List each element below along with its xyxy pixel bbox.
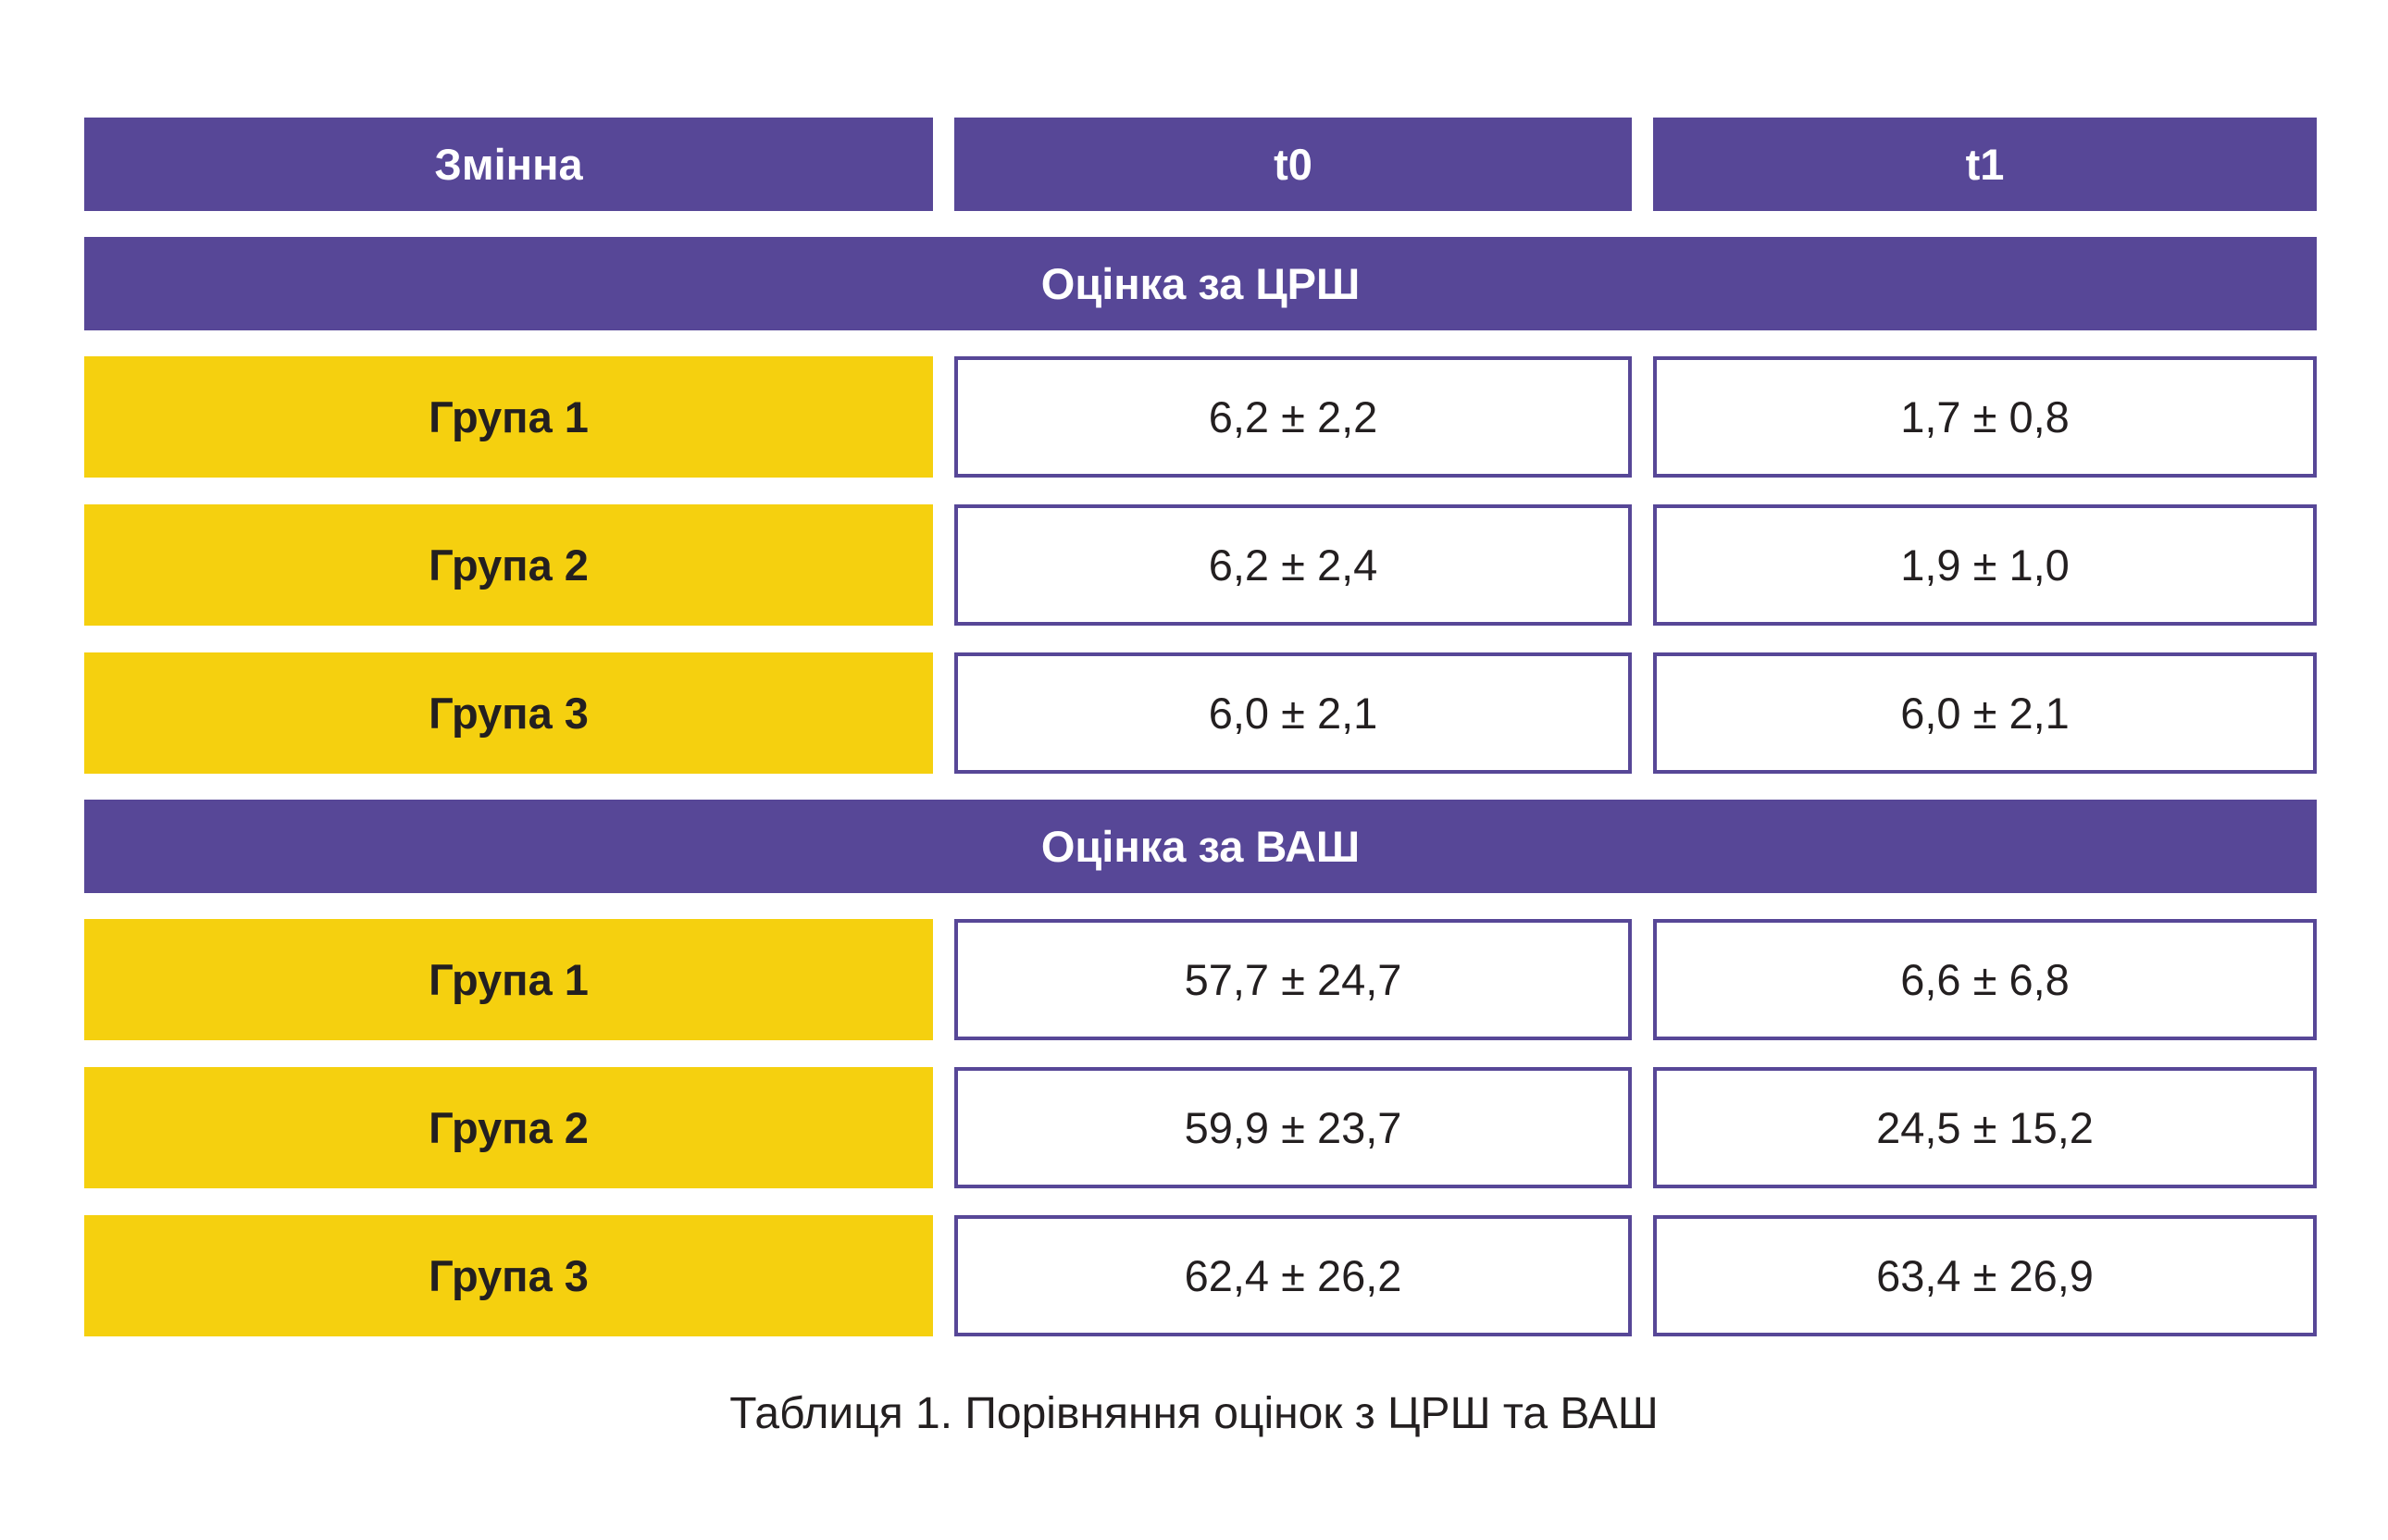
table-row: Група 3 6,0 ± 2,1 6,0 ± 2,1	[84, 652, 2317, 774]
section-header: Оцінка за ВАШ	[84, 800, 2317, 893]
header-variable: Змінна	[84, 118, 933, 211]
value-t0: 57,7 ± 24,7	[954, 919, 1632, 1040]
table-row: Група 1 6,2 ± 2,2 1,7 ± 0,8	[84, 356, 2317, 478]
value-t1: 24,5 ± 15,2	[1653, 1067, 2317, 1188]
group-label: Група 1	[84, 356, 933, 478]
value-t1: 6,0 ± 2,1	[1653, 652, 2317, 774]
header-t0: t0	[954, 118, 1632, 211]
group-label: Група 2	[84, 504, 933, 626]
value-t0: 6,0 ± 2,1	[954, 652, 1632, 774]
value-t1: 6,6 ± 6,8	[1653, 919, 2317, 1040]
value-t0: 6,2 ± 2,2	[954, 356, 1632, 478]
value-t1: 1,7 ± 0,8	[1653, 356, 2317, 478]
value-t1: 63,4 ± 26,9	[1653, 1215, 2317, 1336]
section-header: Оцінка за ЦРШ	[84, 237, 2317, 330]
table-caption: Таблиця 1. Порівняння оцінок з ЦРШ та ВА…	[729, 1389, 1659, 1438]
value-t0: 62,4 ± 26,2	[954, 1215, 1632, 1336]
value-t0: 59,9 ± 23,7	[954, 1067, 1632, 1188]
value-t1: 1,9 ± 1,0	[1653, 504, 2317, 626]
table-row: Група 2 6,2 ± 2,4 1,9 ± 1,0	[84, 504, 2317, 626]
table-row: Група 3 62,4 ± 26,2 63,4 ± 26,9	[84, 1215, 2317, 1336]
group-label: Група 3	[84, 1215, 933, 1336]
comparison-table: Змінна t0 t1 Оцінка за ЦРШ Група 1 6,2 ± 2…	[84, 118, 2317, 1336]
group-label: Група 1	[84, 919, 933, 1040]
value-t0: 6,2 ± 2,4	[954, 504, 1632, 626]
table-row: Група 2 59,9 ± 23,7 24,5 ± 15,2	[84, 1067, 2317, 1188]
header-t1: t1	[1653, 118, 2317, 211]
group-label: Група 3	[84, 652, 933, 774]
table-row: Група 1 57,7 ± 24,7 6,6 ± 6,8	[84, 919, 2317, 1040]
table-header-row: Змінна t0 t1	[84, 118, 2317, 211]
group-label: Група 2	[84, 1067, 933, 1188]
